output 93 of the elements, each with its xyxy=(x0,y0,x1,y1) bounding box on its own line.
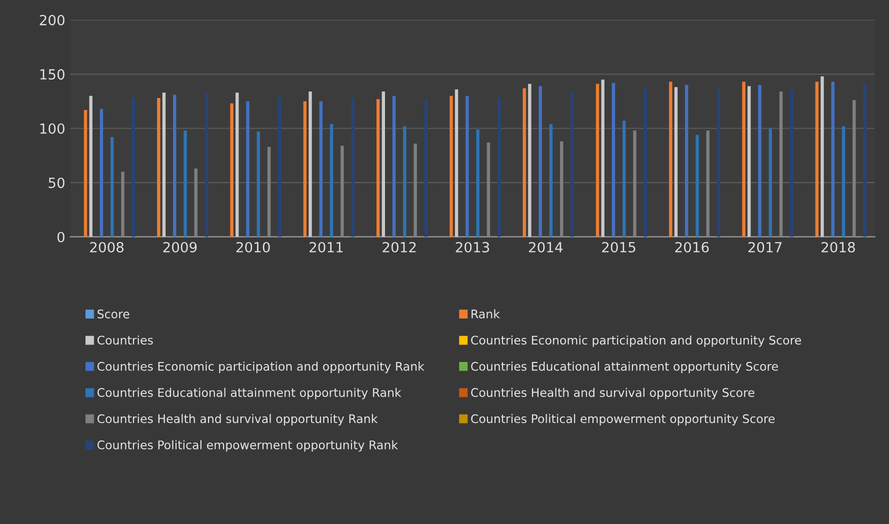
bar xyxy=(424,99,428,237)
bar xyxy=(184,130,187,237)
y-tick-label: 50 xyxy=(48,178,64,188)
bar xyxy=(842,126,846,237)
bar xyxy=(622,120,626,237)
bar xyxy=(414,144,417,237)
bar xyxy=(466,96,469,237)
bar xyxy=(716,89,720,237)
bar xyxy=(612,82,616,237)
bar xyxy=(278,96,282,237)
bar xyxy=(498,98,501,237)
bar xyxy=(633,130,636,237)
bar xyxy=(596,84,600,237)
bar xyxy=(768,128,772,237)
bar xyxy=(89,96,92,237)
bar xyxy=(696,134,699,237)
legend-label: Countries Economic participation and opportunity Rank xyxy=(97,362,424,374)
bar xyxy=(173,94,176,237)
bar xyxy=(110,137,114,237)
bar xyxy=(84,110,88,237)
bar xyxy=(162,92,166,237)
bar xyxy=(706,130,710,237)
bar xyxy=(204,92,208,237)
bar xyxy=(256,132,260,237)
bar xyxy=(815,82,819,237)
bar xyxy=(100,108,104,237)
bar xyxy=(852,100,856,237)
y-tick-label: 100 xyxy=(40,123,64,134)
bar xyxy=(267,146,271,237)
legend-label: Score xyxy=(98,310,130,318)
bar xyxy=(601,80,604,237)
y-tick-label: 150 xyxy=(40,69,64,80)
x-tick-label: 2012 xyxy=(382,242,416,252)
bar xyxy=(319,101,322,237)
x-tick-label: 2009 xyxy=(163,242,197,252)
bar xyxy=(157,98,160,237)
bar xyxy=(748,86,751,237)
bar xyxy=(528,84,532,237)
bar xyxy=(194,168,198,237)
bar xyxy=(450,96,453,237)
bar xyxy=(820,76,824,237)
bar xyxy=(351,98,354,237)
x-tick-label: 2008 xyxy=(90,242,124,252)
bar xyxy=(403,126,406,237)
bar xyxy=(742,82,746,237)
legend-label: Rank xyxy=(472,309,500,318)
bar xyxy=(340,146,344,237)
y-tick-label: 200 xyxy=(40,14,64,26)
bar xyxy=(246,101,250,237)
bar xyxy=(685,84,688,237)
x-tick-label: 2015 xyxy=(602,242,636,252)
x-tick-label: 2014 xyxy=(528,242,563,252)
bar xyxy=(230,103,234,237)
bar xyxy=(758,84,762,237)
bar xyxy=(549,124,553,237)
bar xyxy=(790,89,794,237)
x-tick-label: 2013 xyxy=(456,242,490,252)
bar xyxy=(392,96,396,237)
bar xyxy=(538,86,542,237)
y-tick-label: 0 xyxy=(57,232,64,242)
bar xyxy=(476,129,480,237)
bar xyxy=(132,98,135,237)
bar xyxy=(382,92,385,237)
bar xyxy=(522,88,526,237)
bar xyxy=(121,172,124,237)
legend-label: Countries Economic participation and opportunity Score xyxy=(471,335,801,347)
x-tick-label: 2016 xyxy=(675,242,709,252)
bar xyxy=(486,142,490,237)
bar xyxy=(674,87,678,237)
bar xyxy=(303,101,307,237)
legend-label: Countries Educational attainment opportunity Score xyxy=(471,362,778,374)
bar xyxy=(779,92,783,237)
bar xyxy=(308,92,312,237)
x-tick-label: 2018 xyxy=(822,242,855,252)
legend-label: Countries Political empowerment opportunity Score xyxy=(471,414,775,426)
bar xyxy=(454,89,458,237)
bar xyxy=(831,82,834,237)
x-tick-label: 2011 xyxy=(310,242,343,252)
legend-label: Countries Educational attainment opportunity Rank xyxy=(97,388,402,400)
legend-label: Countries Political empowerment opportunity Rank xyxy=(97,440,398,452)
legend-label: Countries Health and survival opportunity Score xyxy=(471,388,754,400)
legend-label: Countries Health and survival opportunity Rank xyxy=(97,414,378,426)
bar xyxy=(560,141,564,237)
bar xyxy=(644,87,647,237)
legend-label: Countries xyxy=(97,335,153,345)
bar xyxy=(376,99,380,237)
bar xyxy=(863,82,866,237)
x-tick-label: 2010 xyxy=(236,242,270,252)
bar xyxy=(570,92,574,237)
x-tick-label: 2017 xyxy=(748,242,782,252)
bar xyxy=(236,92,239,237)
bar xyxy=(330,124,334,237)
bar xyxy=(669,82,672,237)
